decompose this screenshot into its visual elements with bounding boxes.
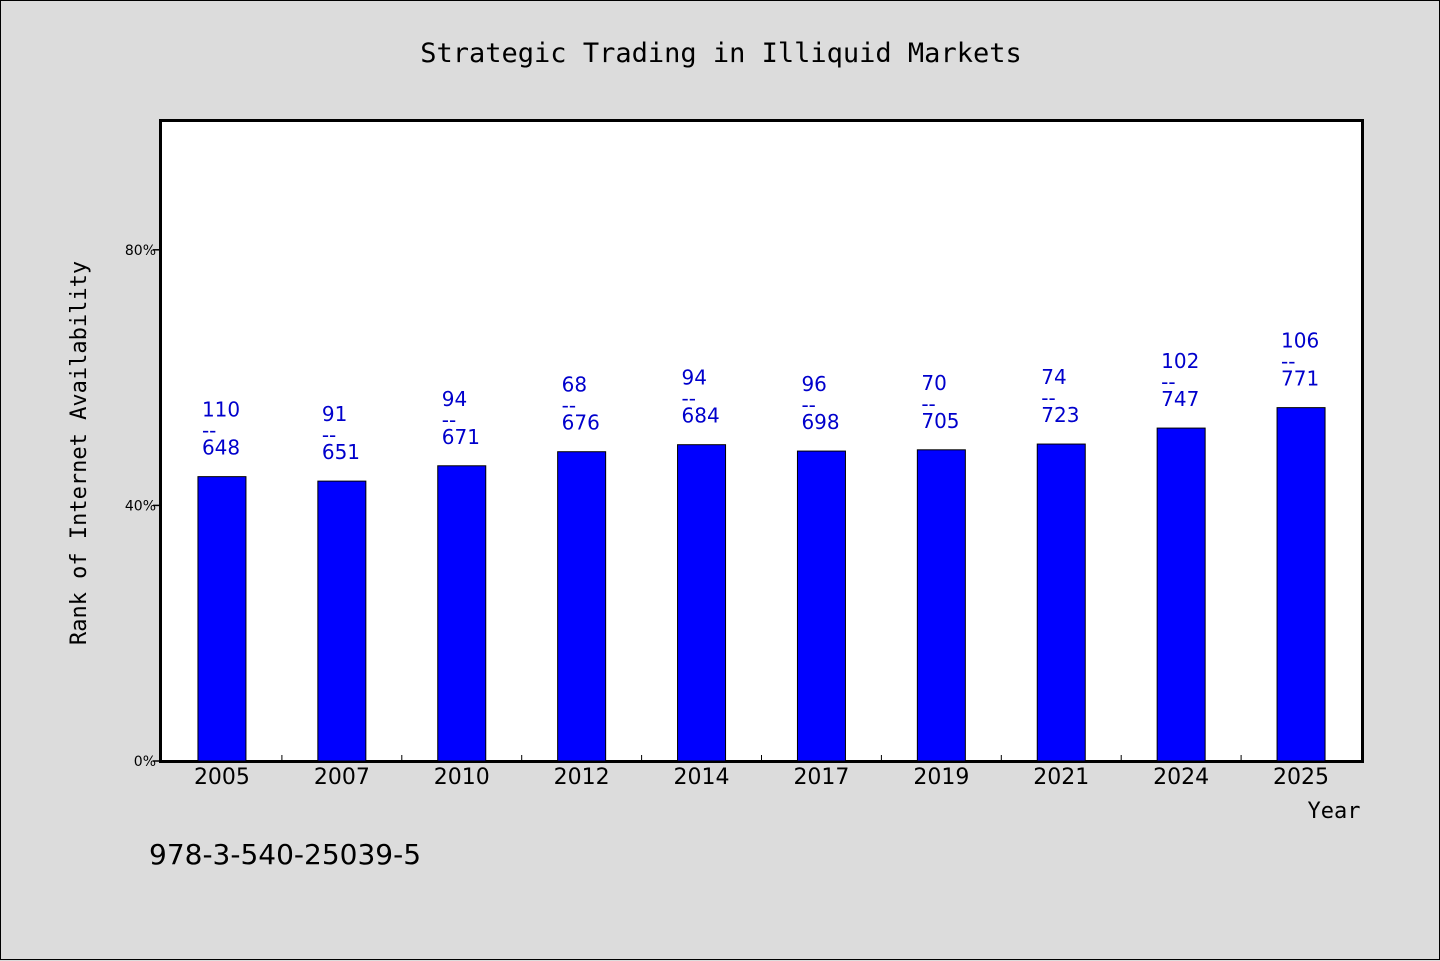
data-label-separator: -- bbox=[1281, 350, 1295, 374]
data-label-separator: -- bbox=[202, 419, 216, 443]
x-tick-label: 2005 bbox=[194, 765, 250, 790]
data-label-top: 91 bbox=[322, 402, 347, 426]
data-label-top: 94 bbox=[682, 366, 707, 390]
bar bbox=[437, 465, 487, 762]
x-tick-label: 2021 bbox=[1033, 765, 1089, 790]
data-label-bottom: 671 bbox=[442, 425, 480, 449]
bar bbox=[1276, 407, 1326, 762]
data-label-top: 94 bbox=[442, 387, 467, 411]
bar bbox=[1156, 427, 1206, 762]
data-label-top: 96 bbox=[801, 372, 826, 396]
x-tick-label: 2017 bbox=[793, 765, 849, 790]
x-tick-label: 2014 bbox=[674, 765, 730, 790]
data-label-top: 68 bbox=[562, 373, 587, 397]
data-label-separator: -- bbox=[322, 423, 336, 447]
x-tick-label: 2007 bbox=[314, 765, 370, 790]
data-label-separator: -- bbox=[801, 393, 815, 417]
y-axis: 0% 40% 80% bbox=[125, 243, 162, 770]
data-label-bottom: 651 bbox=[322, 440, 360, 464]
x-axis: 2005 2007 2010 2012 2014 2017 2019 2021 2024 2025 bbox=[194, 755, 1329, 790]
data-label-bottom: 705 bbox=[921, 409, 959, 433]
data-label-separator: -- bbox=[921, 392, 935, 416]
bar bbox=[916, 449, 966, 762]
data-label-top: 110 bbox=[202, 398, 240, 422]
data-label-bottom: 771 bbox=[1281, 367, 1319, 391]
bars-group bbox=[197, 407, 1326, 762]
y-tick-label: 0% bbox=[134, 754, 156, 770]
y-axis-label: Rank of Internet Availability bbox=[67, 261, 92, 645]
data-label-top: 74 bbox=[1041, 365, 1066, 389]
bar bbox=[1036, 443, 1086, 762]
chart-title: Strategic Trading in Illiquid Markets bbox=[420, 38, 1021, 69]
bar bbox=[557, 451, 607, 762]
data-label-separator: -- bbox=[682, 387, 696, 411]
data-label-separator: -- bbox=[562, 394, 576, 418]
x-tick-label: 2025 bbox=[1273, 765, 1329, 790]
data-label-bottom: 676 bbox=[562, 411, 600, 435]
x-tick-label: 2024 bbox=[1153, 765, 1209, 790]
x-axis-label: Year bbox=[1308, 799, 1361, 824]
bar bbox=[197, 476, 247, 762]
data-label-bottom: 698 bbox=[801, 410, 839, 434]
x-tick-label: 2012 bbox=[554, 765, 610, 790]
data-label-bottom: 747 bbox=[1161, 387, 1199, 411]
data-labels-group: 648--110651--91671--94676--68684--94698-… bbox=[202, 329, 1319, 464]
data-label-top: 70 bbox=[921, 371, 946, 395]
y-tick-label: 80% bbox=[125, 243, 156, 259]
y-tick-label: 40% bbox=[125, 498, 156, 514]
data-label-top: 102 bbox=[1161, 349, 1199, 373]
bar bbox=[796, 450, 846, 762]
data-label-separator: -- bbox=[1041, 386, 1055, 410]
data-label-bottom: 723 bbox=[1041, 403, 1079, 427]
data-label-separator: -- bbox=[442, 408, 456, 432]
data-label-top: 106 bbox=[1281, 329, 1319, 353]
x-tick-label: 2010 bbox=[434, 765, 490, 790]
data-label-bottom: 684 bbox=[682, 404, 720, 428]
data-label-bottom: 648 bbox=[202, 436, 240, 460]
bar bbox=[677, 444, 727, 762]
footer-isbn: 978-3-540-25039-5 bbox=[149, 838, 421, 871]
x-tick-label: 2019 bbox=[913, 765, 969, 790]
data-label-separator: -- bbox=[1161, 370, 1175, 394]
bar bbox=[317, 480, 367, 762]
